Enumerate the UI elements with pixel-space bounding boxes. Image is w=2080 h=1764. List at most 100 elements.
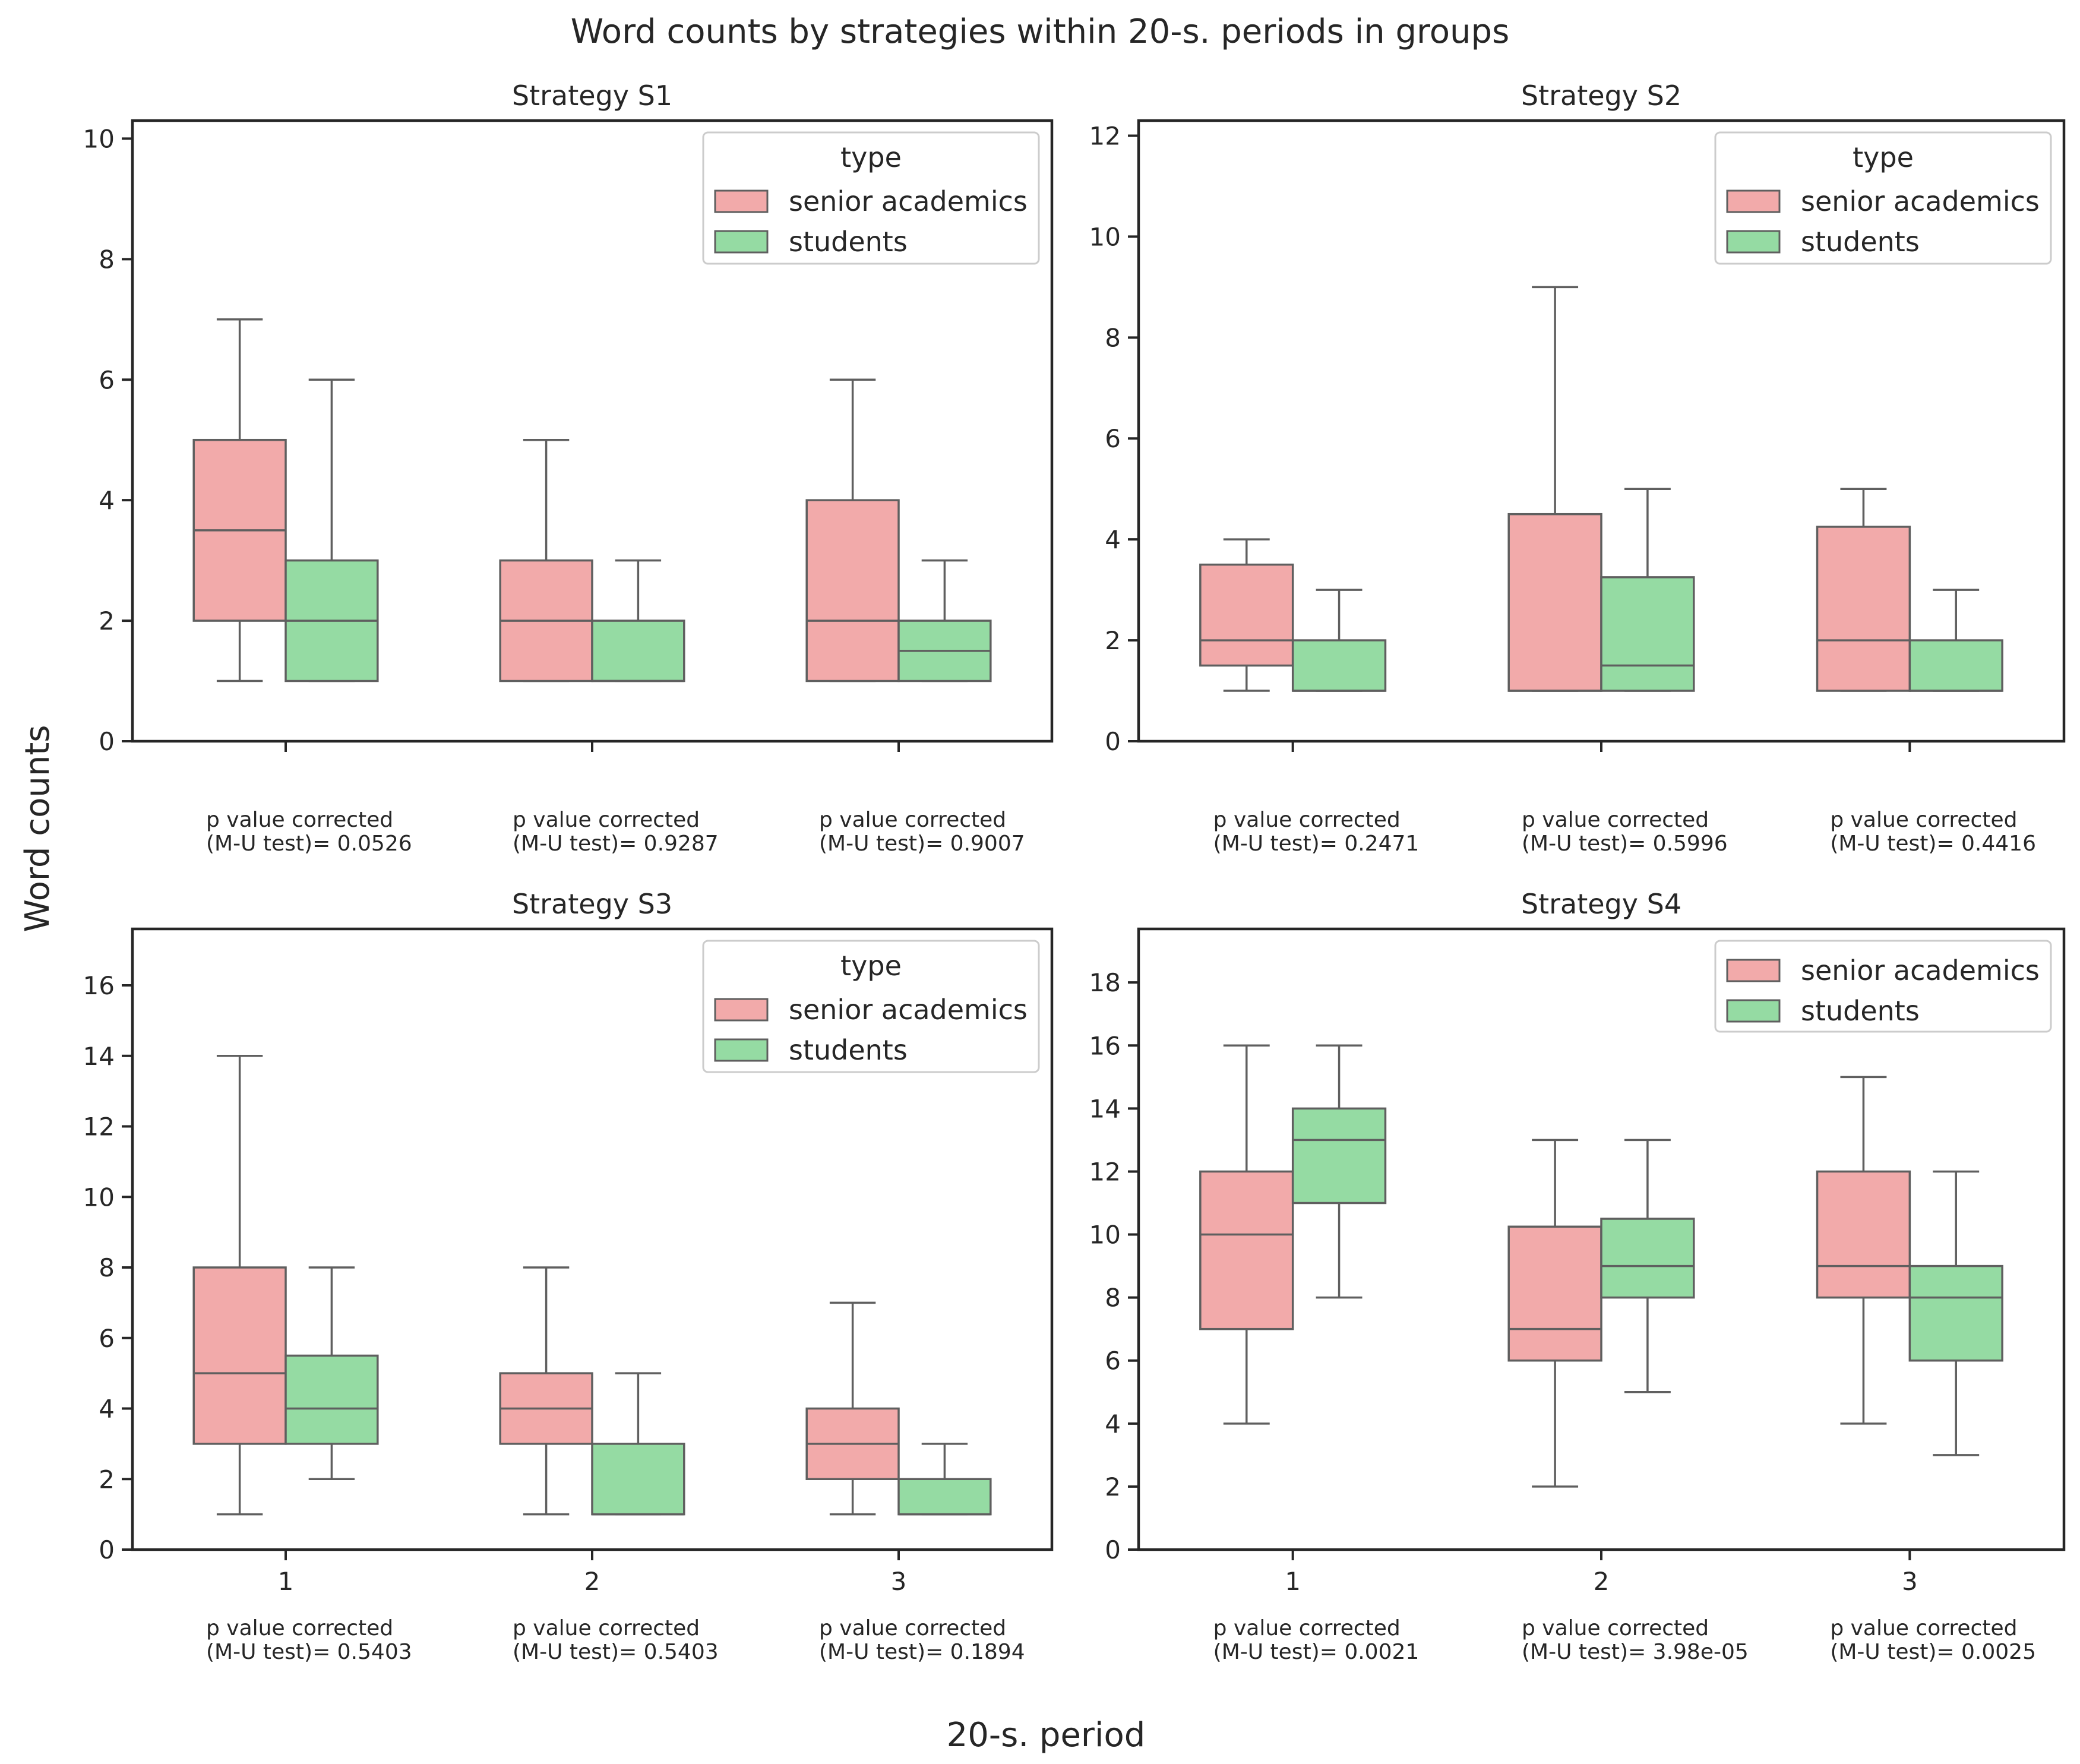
panel-2-ytick-label: 0	[1105, 727, 1121, 756]
panel-2-ytick-label: 2	[1105, 626, 1121, 655]
panel-4-ytick-label: 8	[1105, 1284, 1121, 1313]
panel-3-legend: type senior academics students	[702, 940, 1040, 1073]
panel-4-xtick-label: 2	[1594, 1567, 1610, 1596]
panel-2-pvalue-note: (M-U test)= 0.5996	[1522, 832, 1728, 856]
figure-y-label: Word counts	[18, 725, 57, 932]
panel-3-pvalue-note: (M-U test)= 0.1894	[819, 1640, 1025, 1664]
panel-4-ytick-label: 0	[1105, 1535, 1121, 1564]
legend-title: type	[840, 950, 902, 982]
panel-3-ytick-label: 12	[83, 1112, 115, 1142]
panel-3-ytick-label: 14	[83, 1042, 115, 1071]
box-body	[1600, 1218, 1695, 1299]
panel-3-box-students-2	[591, 1372, 685, 1516]
panel-3-box-students-3	[897, 1443, 992, 1516]
box-body	[192, 1266, 287, 1445]
panel-1-box-senior-2	[499, 438, 593, 682]
panel-3-ytick-label: 4	[99, 1395, 115, 1424]
panel-4-ytick-label: 2	[1105, 1472, 1121, 1501]
box-body	[1199, 563, 1294, 667]
panel-1-ytick-label: 6	[99, 365, 115, 394]
legend-entry-label: students	[789, 226, 908, 258]
panel-3-xtick-label: 1	[278, 1567, 294, 1596]
panel-3-xtick-label: 3	[891, 1567, 907, 1596]
box-body	[1507, 1225, 1602, 1362]
panel-4-xtick-label: 3	[1902, 1567, 1918, 1596]
legend-swatch	[714, 189, 769, 213]
panel-1-box-senior-3	[805, 378, 900, 682]
panel-3: Strategy S3 0 2 4 6 8 10 12 14 16 1 p value correct…	[83, 888, 1054, 1664]
panel-1-title: Strategy S1	[512, 80, 672, 112]
panel-2-ytick-label: 10	[1089, 222, 1121, 251]
panel-4: Strategy S4 0 2 4 6 8 10 12 14 16 18 1 p value corre…	[1089, 888, 2066, 1664]
panel-2-box-students-1	[1291, 589, 1387, 692]
panel-4-box-students-2	[1600, 1139, 1695, 1393]
legend-entry-label: students	[1801, 995, 1920, 1027]
panel-1-ytick-label: 4	[99, 486, 115, 515]
panel-1-pvalue-note: p value corrected	[513, 808, 700, 832]
panel-4-pvalue-note: (M-U test)= 0.0025	[1830, 1640, 2036, 1664]
panel-4-legend: senior academics students	[1714, 940, 2052, 1033]
panel-4-ytick-label: 10	[1089, 1221, 1121, 1250]
box-body	[1908, 1264, 2003, 1362]
panel-3-ytick-label: 2	[99, 1465, 115, 1494]
legend-swatch	[714, 998, 769, 1022]
panel-3-box-senior-3	[805, 1301, 900, 1516]
box-body	[1291, 639, 1387, 692]
box-body	[805, 499, 900, 682]
legend-entry-label: senior academics	[1801, 185, 2040, 217]
legend-frame	[702, 131, 1040, 265]
panel-4-ytick-label: 6	[1105, 1346, 1121, 1376]
panel-2-box-senior-3	[1816, 488, 1911, 692]
panel-3-pvalue-note: p value corrected	[513, 1616, 700, 1640]
panel-3-pvalue-note: p value corrected	[819, 1616, 1006, 1640]
panel-2-pvalue-note: p value corrected	[1522, 808, 1709, 832]
box-body	[591, 1443, 685, 1516]
panel-3-box-senior-1	[192, 1055, 287, 1516]
panel-3-ytick-label: 6	[99, 1324, 115, 1353]
box-body	[1816, 1170, 1911, 1299]
panel-2-legend: type senior academics students	[1714, 131, 2052, 265]
panel-2-box-senior-2	[1507, 286, 1602, 692]
panel-1-ytick-label: 0	[99, 727, 115, 756]
panel-4-ytick-label: 16	[1089, 1031, 1121, 1060]
legend-frame	[702, 940, 1040, 1073]
panel-2-pvalue-note: p value corrected	[1213, 808, 1401, 832]
panel-4-pvalue-note: p value corrected	[1830, 1616, 2017, 1640]
legend-swatch	[1726, 999, 1781, 1023]
panel-4-xtick-label: 1	[1285, 1567, 1301, 1596]
panel-4-box-senior-2	[1507, 1139, 1602, 1488]
box-body	[1600, 576, 1695, 692]
panel-4-ytick-label: 4	[1105, 1409, 1121, 1439]
legend-swatch	[714, 1038, 769, 1062]
box-body	[1291, 1107, 1387, 1205]
panel-2-ytick-label: 4	[1105, 525, 1121, 554]
panel-3-pvalue-note: (M-U test)= 0.5403	[206, 1640, 412, 1664]
panel-4-box-senior-3	[1816, 1076, 1911, 1425]
box-body	[591, 619, 685, 682]
panel-4-title: Strategy S4	[1521, 888, 1681, 920]
panel-1-pvalue-note: p value corrected	[819, 808, 1006, 832]
panel-3-ytick-label: 10	[83, 1183, 115, 1212]
legend-frame	[1714, 940, 2052, 1033]
panel-4-pvalue-note: (M-U test)= 3.98e-05	[1522, 1640, 1749, 1664]
legend-entry-label: students	[789, 1034, 908, 1066]
panel-2-ytick-label: 6	[1105, 424, 1121, 453]
box-body	[1816, 526, 1911, 692]
box-body	[285, 1354, 379, 1445]
box-body	[1199, 1170, 1294, 1330]
legend-entry-label: students	[1801, 226, 1920, 258]
panel-1-pvalue-note: (M-U test)= 0.0526	[206, 832, 412, 856]
panel-4-ytick-label: 14	[1089, 1094, 1121, 1123]
panel-1-ytick-label: 2	[99, 606, 115, 636]
panel-2-ytick-label: 8	[1105, 323, 1121, 352]
panel-1-box-students-2	[591, 559, 685, 682]
panel-4-pvalue-note: (M-U test)= 0.0021	[1213, 1640, 1420, 1664]
panel-2-pvalue-note: p value corrected	[1830, 808, 2017, 832]
legend-swatch	[1726, 189, 1781, 213]
figure-title: Word counts by strategies within 20-s. p…	[571, 12, 1510, 51]
panel-2-box-students-3	[1908, 589, 2003, 692]
panel-3-pvalue-note: (M-U test)= 0.5403	[513, 1640, 719, 1664]
panel-1-ytick-label: 8	[99, 245, 115, 274]
